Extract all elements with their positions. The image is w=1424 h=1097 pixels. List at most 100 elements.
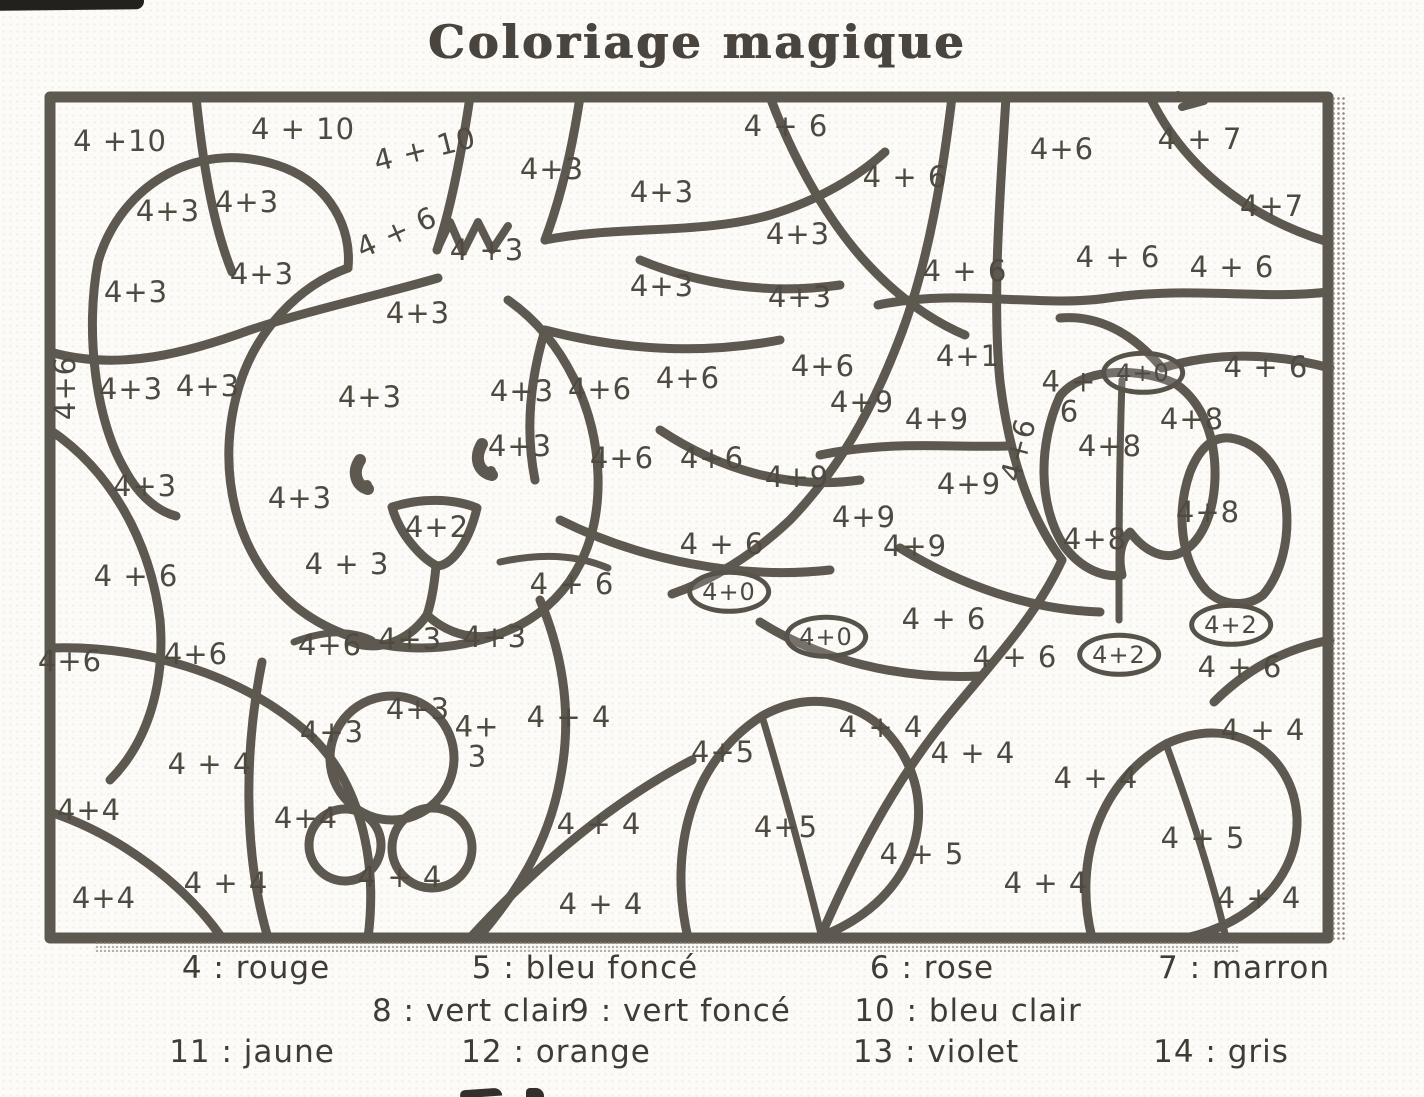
math-label: 4 + 6	[1197, 650, 1283, 685]
math-label: 4 + 10	[250, 112, 356, 147]
math-label: 4+6	[790, 349, 856, 384]
math-label: 4+9	[831, 500, 897, 535]
math-label: 4+3	[229, 257, 295, 292]
page-edge-print-fragment	[459, 1086, 570, 1097]
math-label-circled: 4+2	[1189, 602, 1273, 648]
math-label: 4+6	[297, 628, 363, 663]
math-label-circled: 4+0	[784, 614, 868, 660]
math-label: 4+5	[753, 810, 819, 845]
math-label: 4+3	[214, 185, 280, 220]
math-label: 4+3	[103, 275, 169, 310]
math-label: 4+3	[112, 469, 178, 504]
math-label: 4 + 6	[1223, 350, 1309, 385]
math-label: 4 +10	[73, 124, 167, 159]
math-label: 4+8	[1062, 522, 1128, 557]
math-label: 4+3	[629, 269, 695, 304]
math-label: 4+3	[489, 374, 555, 409]
math-label: 4 + 5	[1160, 821, 1246, 856]
math-label: 4 + 4	[930, 736, 1016, 771]
legend-item: 14 : gris	[1153, 1034, 1289, 1070]
legend-item: 8 : vert clair	[371, 993, 575, 1029]
math-label: 4 + 4	[556, 807, 642, 842]
math-label: 4+3	[337, 380, 403, 415]
math-label: 4+9	[829, 385, 895, 420]
legend-item: 13 : violet	[852, 1034, 1020, 1070]
math-label: 4+6	[655, 361, 721, 396]
math-label: 4 + 4	[1053, 761, 1139, 796]
math-label: 4+6	[48, 355, 83, 421]
math-label: 4 + 4	[357, 860, 443, 895]
math-label: 4 + 4	[1220, 713, 1306, 748]
math-label: 4 + 4	[526, 700, 612, 735]
math-label: 4+6	[567, 372, 633, 407]
math-label: 4+3	[519, 152, 585, 187]
math-label: 4+3	[462, 620, 528, 655]
math-label: 4 + 6	[93, 559, 179, 594]
math-label: 4+7	[1239, 189, 1305, 224]
math-label: 4 + 6	[922, 254, 1008, 289]
math-label: 4+9	[882, 529, 948, 564]
legend-item: 5 : bleu foncé	[471, 950, 699, 986]
math-label: 4 + 4	[167, 747, 253, 782]
math-label: 4 + 3	[304, 547, 390, 582]
legend-item: 4 : rouge	[181, 950, 331, 986]
math-label: 4+3	[765, 217, 831, 252]
math-label: 4 + 4	[1216, 881, 1302, 916]
math-label: 4+3	[385, 692, 451, 727]
math-label: 4 + 6	[1075, 240, 1161, 275]
math-label: 4 + 6	[972, 640, 1058, 675]
math-label: 4+3	[385, 296, 451, 331]
math-label: 4+4	[56, 793, 122, 828]
math-label: 4 + 4	[558, 887, 644, 922]
legend-item: 7 : marron	[1158, 950, 1330, 986]
math-label: 4 + 5	[879, 837, 965, 872]
math-label: 4+3	[175, 369, 241, 404]
math-label: 4 + 6	[901, 602, 987, 637]
math-label: 4+3	[767, 280, 833, 315]
scan-speckle-bottom	[95, 941, 1240, 952]
math-label: 4+3	[454, 709, 500, 773]
math-label: 4+9	[904, 402, 970, 437]
math-label: 4+6	[37, 644, 103, 679]
math-label: 4+3	[135, 194, 201, 229]
math-label: 4+3	[487, 429, 553, 464]
math-label: 4+9	[936, 467, 1002, 502]
math-label-circled: 4+2	[1077, 632, 1161, 678]
math-label: 4+4	[273, 801, 339, 836]
math-label: 4+8	[1077, 429, 1143, 464]
scan-speckle-strip	[1331, 96, 1347, 942]
math-label: 4+6	[1029, 132, 1095, 167]
math-label: 4 + 4	[183, 866, 269, 901]
math-label-circled: 4+0	[1101, 350, 1185, 396]
math-label: 4+8	[1175, 495, 1241, 530]
math-label: 4 + 7	[1157, 122, 1243, 157]
math-label: 4 +6	[1041, 364, 1097, 428]
math-label-circled: 4+0	[687, 569, 771, 615]
math-label: 4+3	[98, 372, 164, 407]
math-label: 4+9	[764, 460, 830, 495]
legend-item: 9 : vert foncé	[569, 993, 791, 1029]
math-label: 4 + 4	[838, 710, 924, 745]
math-label: 4+6	[163, 637, 229, 672]
legend-item: 6 : rose	[869, 950, 995, 986]
math-label: 4 + 6	[1189, 250, 1275, 285]
legend-item: 11 : jaune	[169, 1034, 335, 1070]
math-label: 4+1	[935, 339, 1001, 374]
math-label: 4 + 6	[529, 567, 615, 602]
math-label: 4 + 6	[679, 527, 765, 562]
math-label: 4+3	[267, 481, 333, 516]
math-label: 4 + 6	[862, 160, 948, 195]
math-label: 4+3	[629, 175, 695, 210]
math-label: 4 +3	[449, 233, 525, 268]
legend-item: 10 : bleu clair	[854, 993, 1082, 1029]
math-label: 4+2	[404, 510, 470, 545]
math-label: 4 + 6	[743, 109, 829, 144]
math-label: 4+8	[1159, 402, 1225, 437]
math-label: 4+6	[679, 441, 745, 476]
math-label: 4+6	[589, 441, 655, 476]
math-label: 4+4	[71, 881, 137, 916]
math-label: 4 + 4	[1003, 866, 1089, 901]
math-label: 4+3	[299, 715, 365, 750]
